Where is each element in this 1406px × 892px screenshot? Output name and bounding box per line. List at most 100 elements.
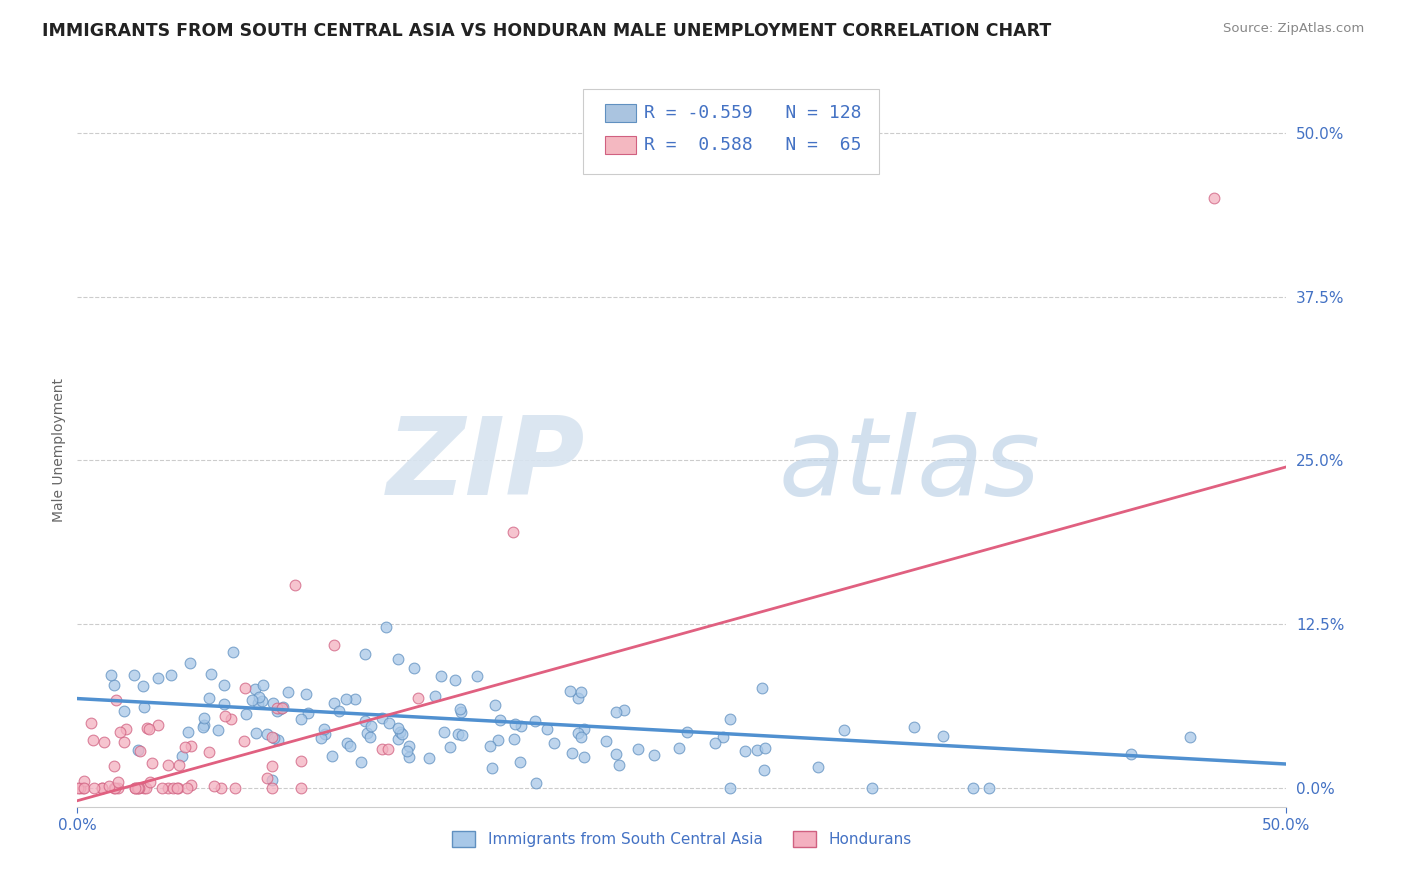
Point [502,525,524,540]
Point [314,727,336,741]
Point [83,780,105,795]
Point [444,673,467,687]
Point [754,740,776,755]
Point [112,735,135,749]
Point [523,714,546,728]
Point [398,750,420,764]
Point [389,725,412,739]
Point [903,720,925,734]
Point [262,759,284,773]
Point [451,728,474,742]
Point [1202,191,1225,205]
Point [173,739,195,754]
Point [323,639,346,653]
Point [128,744,150,758]
Legend: Immigrants from South Central Asia, Hondurans: Immigrants from South Central Asia, Hond… [446,825,918,853]
Point [160,667,183,681]
Point [322,697,344,711]
Point [425,690,447,704]
Point [132,780,155,795]
Point [627,742,650,756]
Point [266,704,288,718]
Point [479,739,502,754]
Point [387,721,409,735]
Point [180,778,202,792]
Point [284,577,307,591]
Point [114,704,136,718]
Point [321,749,343,764]
Point [567,691,589,706]
Point [170,749,193,764]
Point [266,700,288,714]
Point [219,712,242,726]
Point [103,678,125,692]
Point [1119,747,1142,762]
Point [349,755,371,769]
Point [295,687,318,701]
Point [107,775,129,789]
Point [214,709,236,723]
Point [139,775,162,789]
Point [209,780,232,795]
Point [243,681,266,696]
Point [297,706,319,720]
Point [207,723,229,738]
Point [262,730,284,744]
Point [309,731,332,745]
Point [449,701,471,715]
Point [290,780,312,795]
Text: R =  0.588   N =  65: R = 0.588 N = 65 [644,136,862,154]
Point [138,722,160,736]
Point [354,714,377,728]
Point [148,718,170,732]
Point [977,780,1000,795]
Point [387,652,409,666]
Point [91,780,114,795]
Point [371,711,394,725]
Point [256,771,278,785]
Point [675,724,697,739]
Point [312,722,335,736]
Point [69,780,91,795]
Point [387,731,409,746]
Point [82,732,104,747]
Point [418,751,440,765]
Point [509,756,531,770]
Point [569,685,592,699]
Point [395,744,418,758]
Point [747,743,769,757]
Point [127,780,149,795]
Point [80,716,103,731]
Point [704,735,727,749]
Point [132,699,155,714]
Y-axis label: Male Unemployment: Male Unemployment [52,378,66,523]
Point [360,719,382,733]
Point [752,764,775,778]
Point [718,780,741,795]
Point [197,690,219,705]
Point [543,736,565,750]
Point [162,780,184,795]
Point [465,669,488,683]
Point [613,704,636,718]
Point [398,739,420,754]
Point [100,668,122,682]
Point [67,780,90,795]
Text: Source: ZipAtlas.com: Source: ZipAtlas.com [1223,22,1364,36]
Point [572,750,595,764]
Point [484,698,506,712]
Point [339,739,361,753]
Point [191,720,214,734]
Point [1180,730,1202,744]
Point [377,741,399,756]
Point [267,733,290,747]
Point [224,780,246,795]
Point [751,681,773,696]
Point [91,780,114,795]
Point [561,746,583,760]
Point [558,683,581,698]
Point [488,713,510,727]
Point [252,677,274,691]
Point [269,701,291,715]
Point [524,776,547,790]
